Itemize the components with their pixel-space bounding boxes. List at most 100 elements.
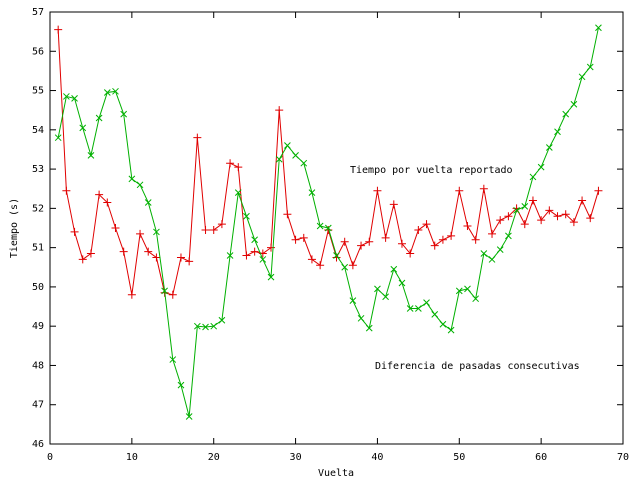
point-marker bbox=[545, 206, 554, 215]
point-marker bbox=[144, 247, 153, 256]
point-marker bbox=[71, 95, 78, 102]
point-marker bbox=[348, 261, 357, 270]
point-marker bbox=[595, 24, 602, 32]
point-marker bbox=[341, 263, 349, 271]
point-marker bbox=[87, 151, 95, 159]
point-marker bbox=[357, 241, 366, 250]
point-marker bbox=[430, 241, 439, 250]
point-marker bbox=[349, 297, 357, 305]
point-marker bbox=[136, 181, 144, 189]
point-marker bbox=[496, 246, 504, 253]
point-marker bbox=[103, 89, 111, 96]
point-marker bbox=[513, 206, 520, 214]
point-marker bbox=[382, 293, 389, 301]
point-marker bbox=[423, 299, 430, 306]
point-marker bbox=[185, 257, 194, 266]
point-marker bbox=[578, 73, 586, 81]
point-marker bbox=[193, 322, 201, 330]
point-marker bbox=[95, 114, 103, 122]
point-marker bbox=[144, 199, 152, 206]
point-marker bbox=[210, 322, 218, 330]
y-tick-label: 54 bbox=[32, 125, 44, 136]
point-marker bbox=[447, 231, 456, 240]
point-marker bbox=[267, 273, 275, 281]
x-tick-label: 60 bbox=[535, 452, 547, 463]
point-marker bbox=[479, 184, 488, 193]
x-tick-label: 70 bbox=[617, 452, 629, 463]
point-marker bbox=[365, 324, 373, 332]
point-marker bbox=[243, 212, 250, 220]
point-marker bbox=[333, 252, 340, 259]
point-marker bbox=[111, 224, 120, 232]
y-tick-label: 51 bbox=[32, 243, 44, 254]
y-tick-label: 55 bbox=[32, 86, 44, 97]
point-marker bbox=[168, 290, 177, 299]
point-marker bbox=[119, 247, 128, 256]
point-marker bbox=[177, 381, 185, 389]
point-marker bbox=[455, 287, 463, 295]
point-marker bbox=[374, 285, 381, 293]
point-marker bbox=[529, 173, 537, 181]
y-axis-title: Tiempo (s) bbox=[9, 198, 20, 258]
point-marker bbox=[63, 93, 70, 100]
x-tick-label: 0 bbox=[47, 452, 53, 463]
point-marker bbox=[537, 216, 546, 225]
x-tick-label: 20 bbox=[208, 452, 220, 463]
point-marker bbox=[70, 227, 79, 236]
point-marker bbox=[381, 233, 390, 242]
point-marker bbox=[406, 249, 415, 258]
point-marker bbox=[291, 235, 300, 244]
series-label: Tiempo por vuelta reportado bbox=[350, 165, 513, 176]
point-marker bbox=[275, 106, 284, 115]
point-marker bbox=[415, 305, 422, 312]
point-marker bbox=[259, 256, 267, 263]
series-line bbox=[57, 27, 599, 417]
point-marker bbox=[431, 311, 439, 318]
point-marker bbox=[185, 413, 193, 420]
point-marker bbox=[284, 142, 291, 149]
point-marker bbox=[455, 186, 464, 195]
point-marker bbox=[300, 159, 308, 167]
point-marker bbox=[242, 251, 251, 260]
point-marker bbox=[308, 189, 316, 197]
point-marker bbox=[528, 196, 537, 205]
point-marker bbox=[250, 247, 259, 256]
point-marker bbox=[193, 133, 202, 142]
series-label: Diferencia de pasadas consecutivas bbox=[375, 361, 580, 372]
point-marker bbox=[307, 255, 316, 264]
point-marker bbox=[463, 222, 472, 231]
point-marker bbox=[201, 225, 210, 234]
point-marker bbox=[128, 175, 136, 183]
point-marker bbox=[464, 285, 471, 293]
point-marker bbox=[496, 216, 505, 225]
point-marker bbox=[275, 155, 283, 163]
point-marker bbox=[545, 144, 553, 151]
point-marker bbox=[299, 233, 308, 242]
point-marker bbox=[488, 256, 496, 263]
point-marker bbox=[324, 224, 332, 232]
point-marker bbox=[488, 229, 497, 238]
point-marker bbox=[594, 186, 603, 195]
point-marker bbox=[471, 235, 480, 244]
point-marker bbox=[127, 290, 136, 299]
point-marker bbox=[152, 253, 161, 262]
point-marker bbox=[161, 287, 168, 295]
point-marker bbox=[95, 190, 104, 199]
point-marker bbox=[586, 63, 594, 71]
point-marker bbox=[422, 220, 431, 229]
plot-frame bbox=[49, 11, 624, 445]
point-marker bbox=[537, 163, 545, 171]
point-marker bbox=[217, 220, 226, 229]
point-marker bbox=[505, 232, 512, 240]
point-marker bbox=[136, 229, 145, 238]
point-marker bbox=[414, 225, 423, 234]
x-tick-label: 50 bbox=[453, 452, 465, 463]
point-marker bbox=[202, 323, 209, 331]
point-marker bbox=[357, 314, 365, 322]
point-marker bbox=[54, 25, 63, 34]
point-marker bbox=[398, 279, 406, 287]
point-marker bbox=[316, 222, 324, 230]
y-tick-label: 46 bbox=[32, 439, 44, 450]
x-tick-label: 40 bbox=[371, 452, 383, 463]
point-marker bbox=[218, 316, 226, 324]
